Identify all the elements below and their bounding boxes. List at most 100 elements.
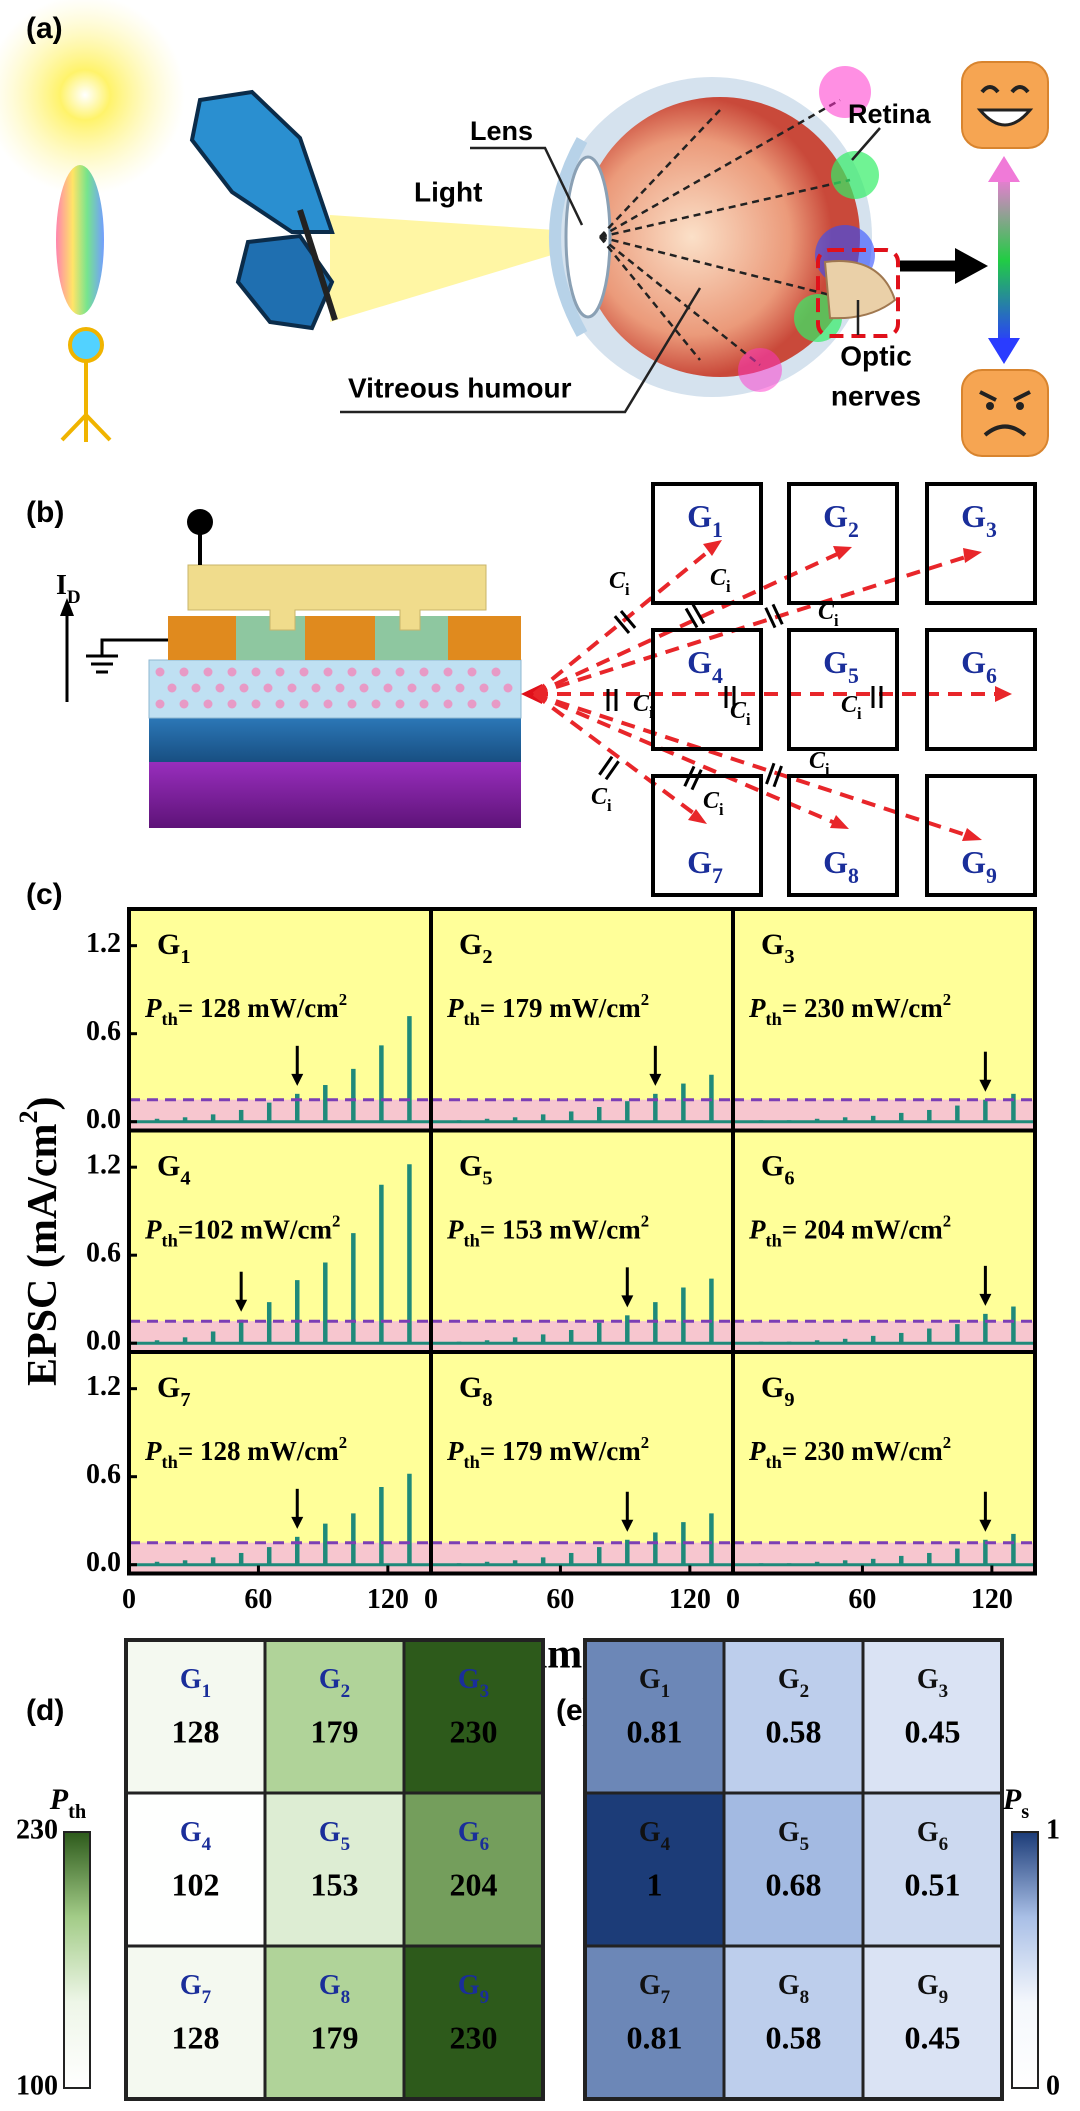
electrode [168, 616, 236, 660]
threshold-annotation: Pth= 153 mW/cm2 [446, 1212, 649, 1251]
threshold-arrow [979, 1079, 992, 1092]
threshold-annotation-part: = 230 mW/cm [782, 993, 943, 1023]
angry-face [961, 369, 1049, 457]
cell-label: G1 [639, 1664, 670, 1701]
gate-label-part: G [761, 928, 784, 961]
plot-background [733, 909, 1035, 1131]
capacitor-label: Ci [609, 568, 630, 600]
threshold-annotation-part: th [766, 1452, 782, 1472]
current-arrow [60, 598, 74, 616]
threshold-annotation-part: P [748, 1215, 766, 1245]
capacitor-label: Ci [730, 698, 751, 730]
ion [227, 699, 237, 709]
cell-value: 102 [172, 1866, 220, 1902]
cell-label-part: 3 [939, 1681, 949, 1702]
gate-label-part: G [961, 498, 986, 534]
panel-label: (d) [26, 1694, 64, 1727]
ion [299, 699, 309, 709]
gate-label-part: G [823, 844, 848, 880]
ion [347, 699, 357, 709]
y-tick-label: 0.0 [86, 1547, 121, 1578]
label: Retina [848, 99, 932, 129]
capacitor-label-part: i [719, 800, 724, 819]
arrow-head [988, 156, 1020, 182]
heatmap-cell [583, 1638, 726, 1795]
cell-label-part: G [458, 1664, 480, 1695]
colorbar-title: Ps [1002, 1783, 1029, 1823]
gate-box [787, 774, 899, 897]
gate-label-part: G [157, 1149, 180, 1182]
cell-label-part: G [319, 1817, 341, 1848]
gate-label: G3 [761, 928, 795, 968]
capacitor-label-part: i [726, 577, 731, 596]
threshold-annotation: Pth= 128 mW/cm2 [144, 990, 347, 1029]
x-tick-label: 120 [971, 1584, 1013, 1615]
gate-label-part: G [961, 844, 986, 880]
gate-label-part: G [687, 498, 712, 534]
gate-label: G5 [823, 644, 859, 688]
threshold-annotation-part: = 204 mW/cm [782, 1215, 943, 1245]
cell-label-part: 3 [480, 1681, 490, 1702]
cell-label-part: G [639, 1970, 661, 2001]
cell-value: 0.68 [766, 1866, 822, 1902]
ion [371, 699, 381, 709]
threshold-annotation-part: P [446, 1436, 464, 1466]
threshold-annotation-part: 2 [641, 990, 649, 1009]
ion [155, 699, 165, 709]
x-tick-label: 60 [848, 1584, 876, 1615]
cell-label: G4 [180, 1817, 212, 1854]
cell-value: 179 [311, 2019, 359, 2055]
gate-box [787, 628, 899, 751]
cell-label-part: G [778, 1664, 800, 1695]
gate-label-part: G [687, 844, 712, 880]
threshold-annotation-part: 2 [943, 1212, 951, 1231]
heatmap-cell [402, 1944, 545, 2101]
ion [263, 683, 273, 693]
gate-label-part: 3 [986, 518, 997, 542]
threshold-band [733, 1542, 1035, 1574]
y-tick-label: 0.0 [86, 1326, 121, 1357]
threshold-annotation-part: P [748, 993, 766, 1023]
gate-label-part: 2 [482, 946, 492, 968]
current-label-part: D [67, 587, 81, 608]
colorbar-title-part: P [1002, 1783, 1022, 1816]
capacitor-label-part: C [818, 599, 835, 625]
gate-label-part: G [761, 1149, 784, 1182]
gate-label-part: G [459, 1371, 482, 1404]
threshold-annotation-part: th [162, 1009, 178, 1029]
ion [443, 667, 453, 677]
arrow-head [955, 248, 988, 284]
threshold-annotation-part: th [766, 1009, 782, 1029]
threshold-band [129, 1099, 431, 1131]
threshold-annotation-part: = 179 mW/cm [480, 1436, 641, 1466]
y-axis-title-part: ) [20, 1097, 66, 1111]
colorbar-tick-label: 230 [16, 1814, 58, 1845]
gate-label: G6 [961, 644, 997, 688]
ion [155, 667, 165, 677]
ion [251, 699, 261, 709]
ion [479, 683, 489, 693]
gate-label: G1 [687, 498, 723, 542]
threshold-annotation-part: = 128 mW/cm [178, 993, 339, 1023]
threshold-annotation-part: P [748, 1436, 766, 1466]
gate-label-part: 9 [784, 1389, 794, 1411]
gate-label-part: 7 [712, 864, 723, 888]
cell-label: G4 [639, 1817, 671, 1854]
heatmap-cell [583, 1791, 726, 1948]
threshold-annotation-part: =102 mW/cm [178, 1215, 333, 1245]
cell-label: G8 [319, 1970, 350, 2007]
connection-heads [688, 540, 1012, 841]
capacitor-label-part: i [625, 580, 630, 599]
gate-label-part: 1 [712, 518, 723, 542]
cell-label-part: G [917, 1970, 939, 2001]
cell-label: G6 [458, 1817, 489, 1854]
capacitor-label: Ci [809, 748, 830, 780]
cell-label-part: 9 [939, 1987, 949, 2008]
gate-label-part: G [157, 928, 180, 961]
gate-label-part: 8 [482, 1389, 492, 1411]
gate-label: G7 [157, 1371, 191, 1411]
threshold-band [733, 1321, 1035, 1352]
sun [0, 0, 185, 195]
threshold-annotation-part: th [464, 1231, 480, 1251]
